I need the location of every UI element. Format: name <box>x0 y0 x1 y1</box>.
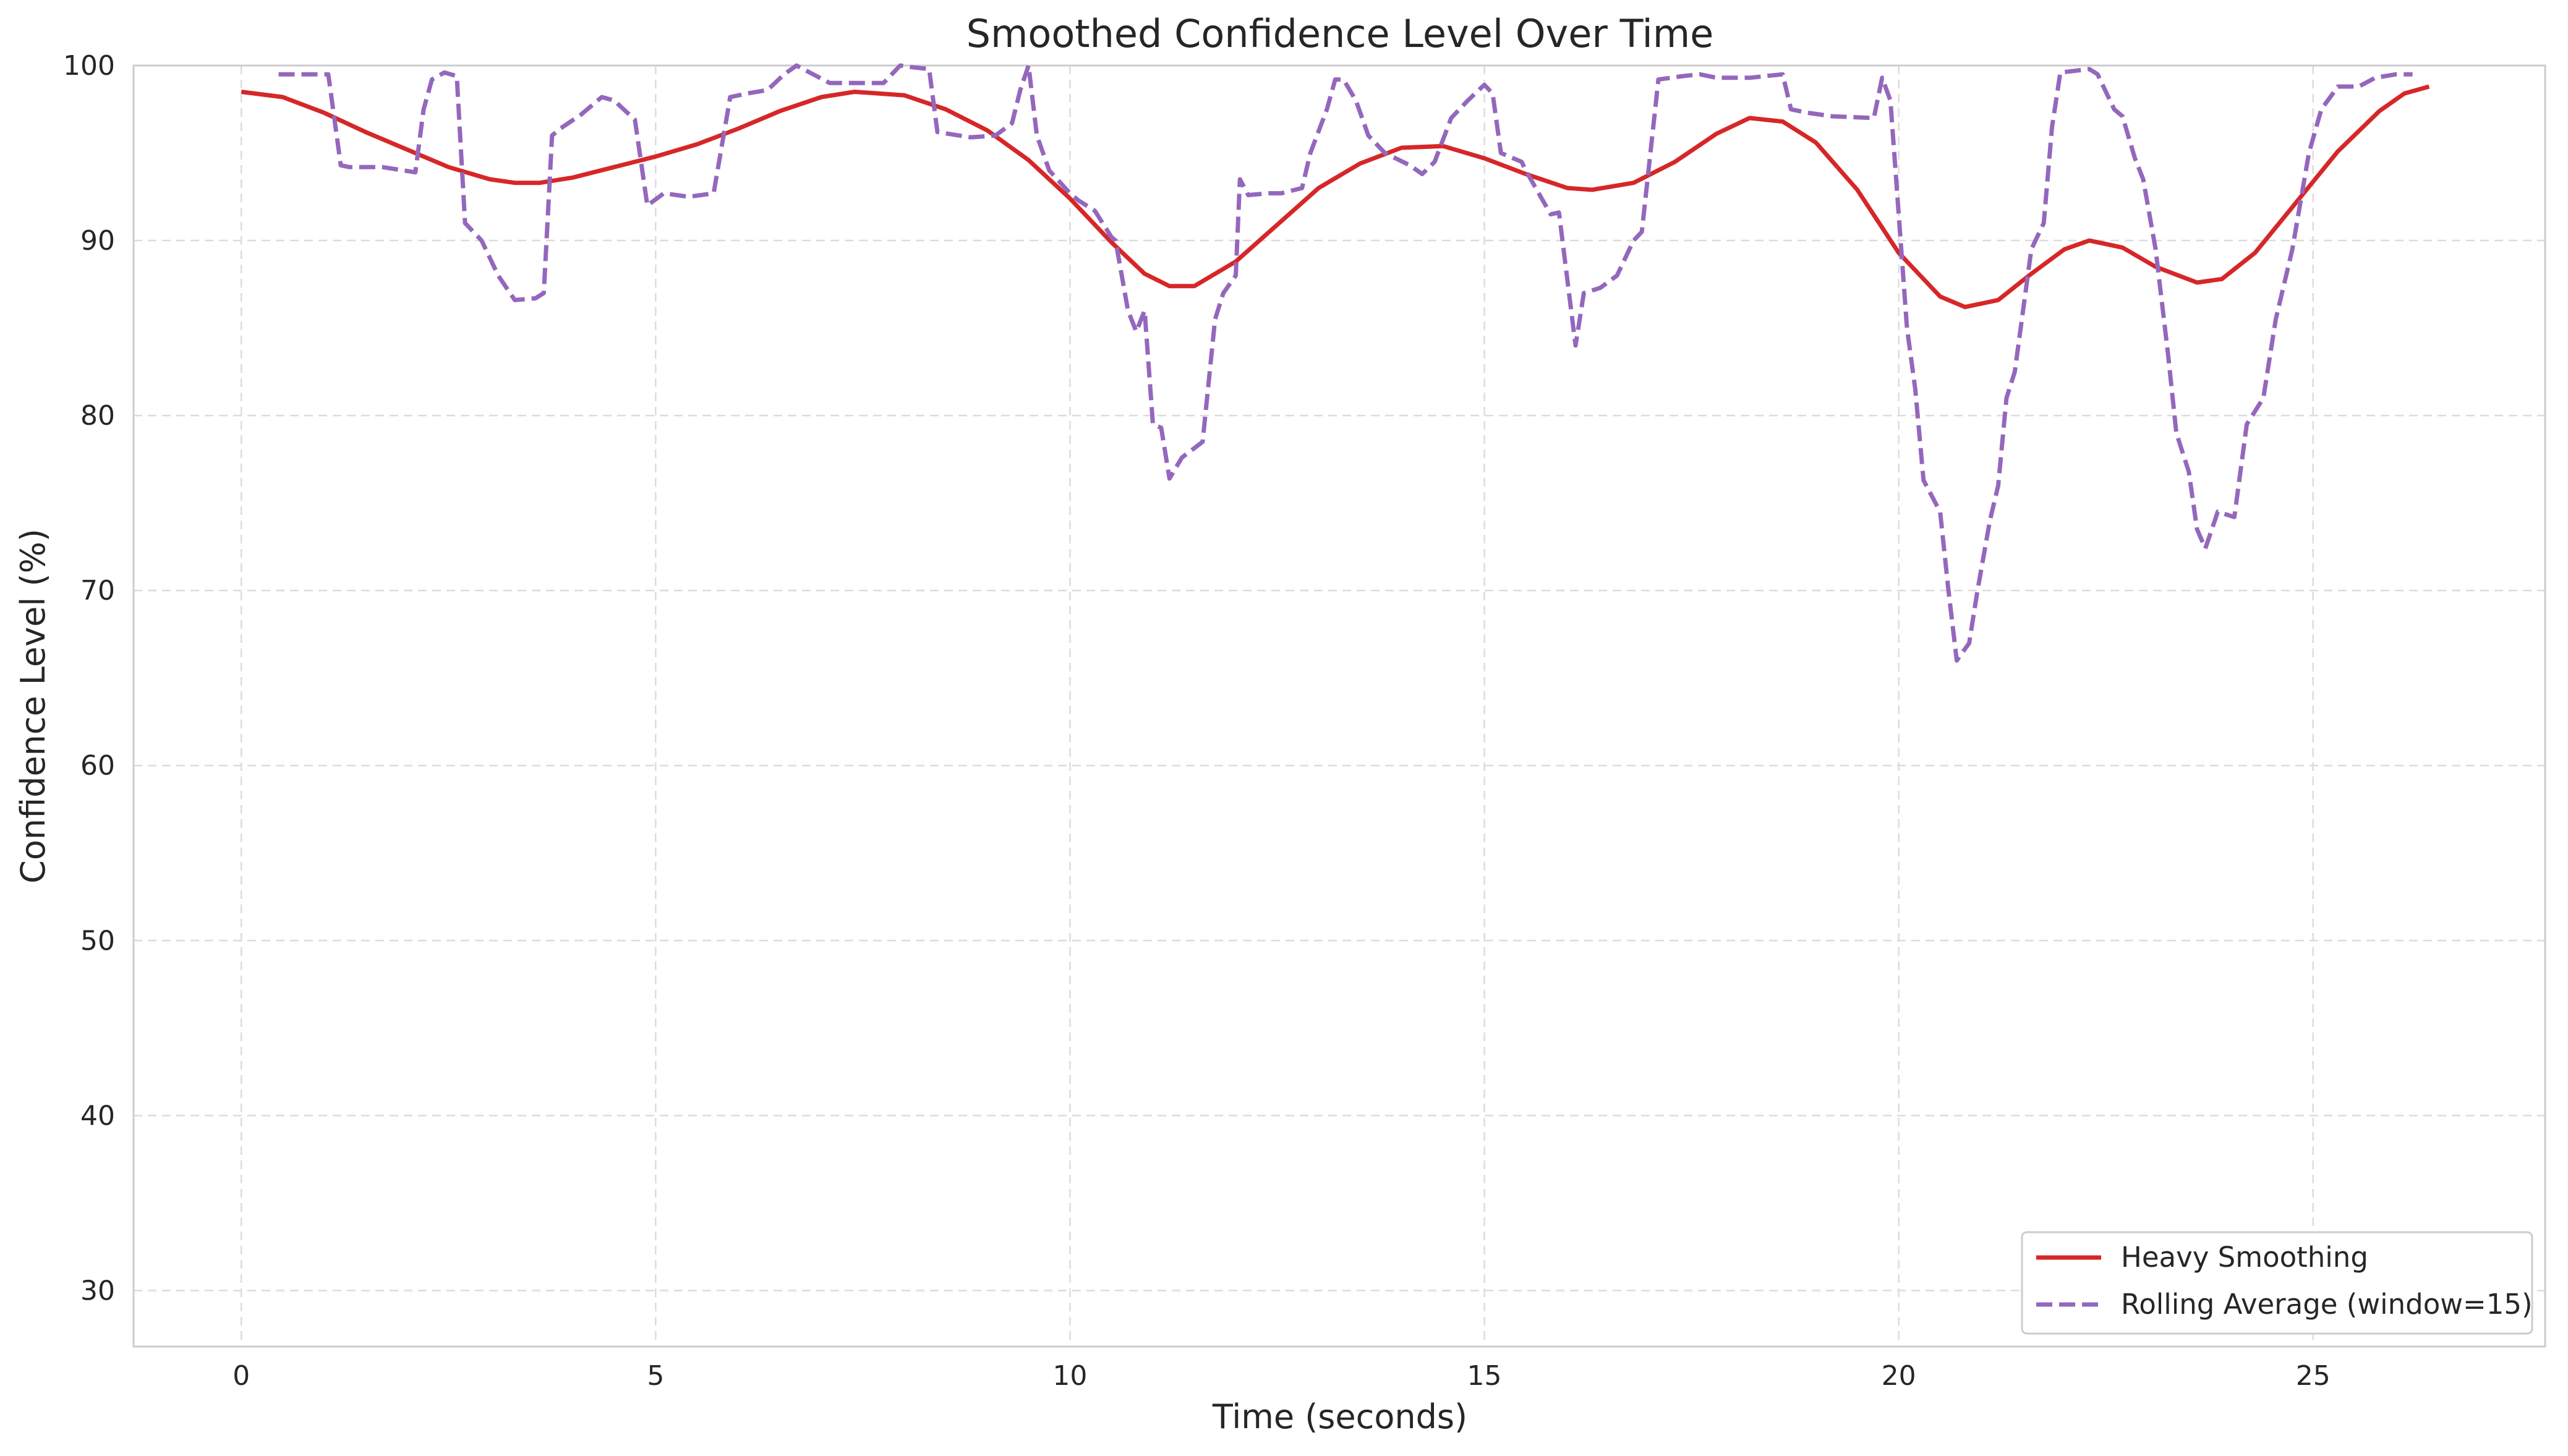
tick-labels: 0 5 10 15 20 25 30 40 50 60 70 80 90 100 <box>63 50 2331 1392</box>
legend-box <box>2021 1231 2533 1335</box>
series-line-rolling-average-window-15 <box>278 63 2413 663</box>
legend: Heavy Smoothing Rolling Average (window=… <box>2021 1231 2533 1335</box>
y-tick-label: 100 <box>63 50 115 82</box>
y-tick-label: 80 <box>80 400 115 432</box>
legend-label-heavy-smoothing: Heavy Smoothing <box>2121 1241 2368 1274</box>
series-line-heavy-smoothing <box>241 84 2430 310</box>
x-tick-label: 15 <box>1467 1360 1502 1392</box>
series-layer <box>241 63 2430 663</box>
chart-title: Smoothed Confidence Level Over Time <box>966 11 1714 56</box>
y-tick-label: 60 <box>80 750 115 781</box>
y-axis-title: Confidence Level (%) <box>14 529 53 883</box>
x-tick-label: 0 <box>232 1360 250 1392</box>
x-axis-title: Time (seconds) <box>1212 1397 1467 1436</box>
y-tick-label: 30 <box>80 1275 115 1306</box>
plot-area-frame <box>132 64 2546 1348</box>
legend-label-rolling-average: Rolling Average (window=15) <box>2121 1288 2533 1321</box>
x-tick-label: 10 <box>1052 1360 1087 1392</box>
x-tick-label: 20 <box>1882 1360 1916 1392</box>
y-tick-label: 90 <box>80 225 115 257</box>
x-tick-label: 25 <box>2296 1360 2331 1392</box>
y-tick-label: 70 <box>80 575 115 607</box>
y-tick-label: 40 <box>80 1100 115 1131</box>
x-tick-label: 5 <box>647 1360 664 1392</box>
y-tick-label: 50 <box>80 925 115 956</box>
